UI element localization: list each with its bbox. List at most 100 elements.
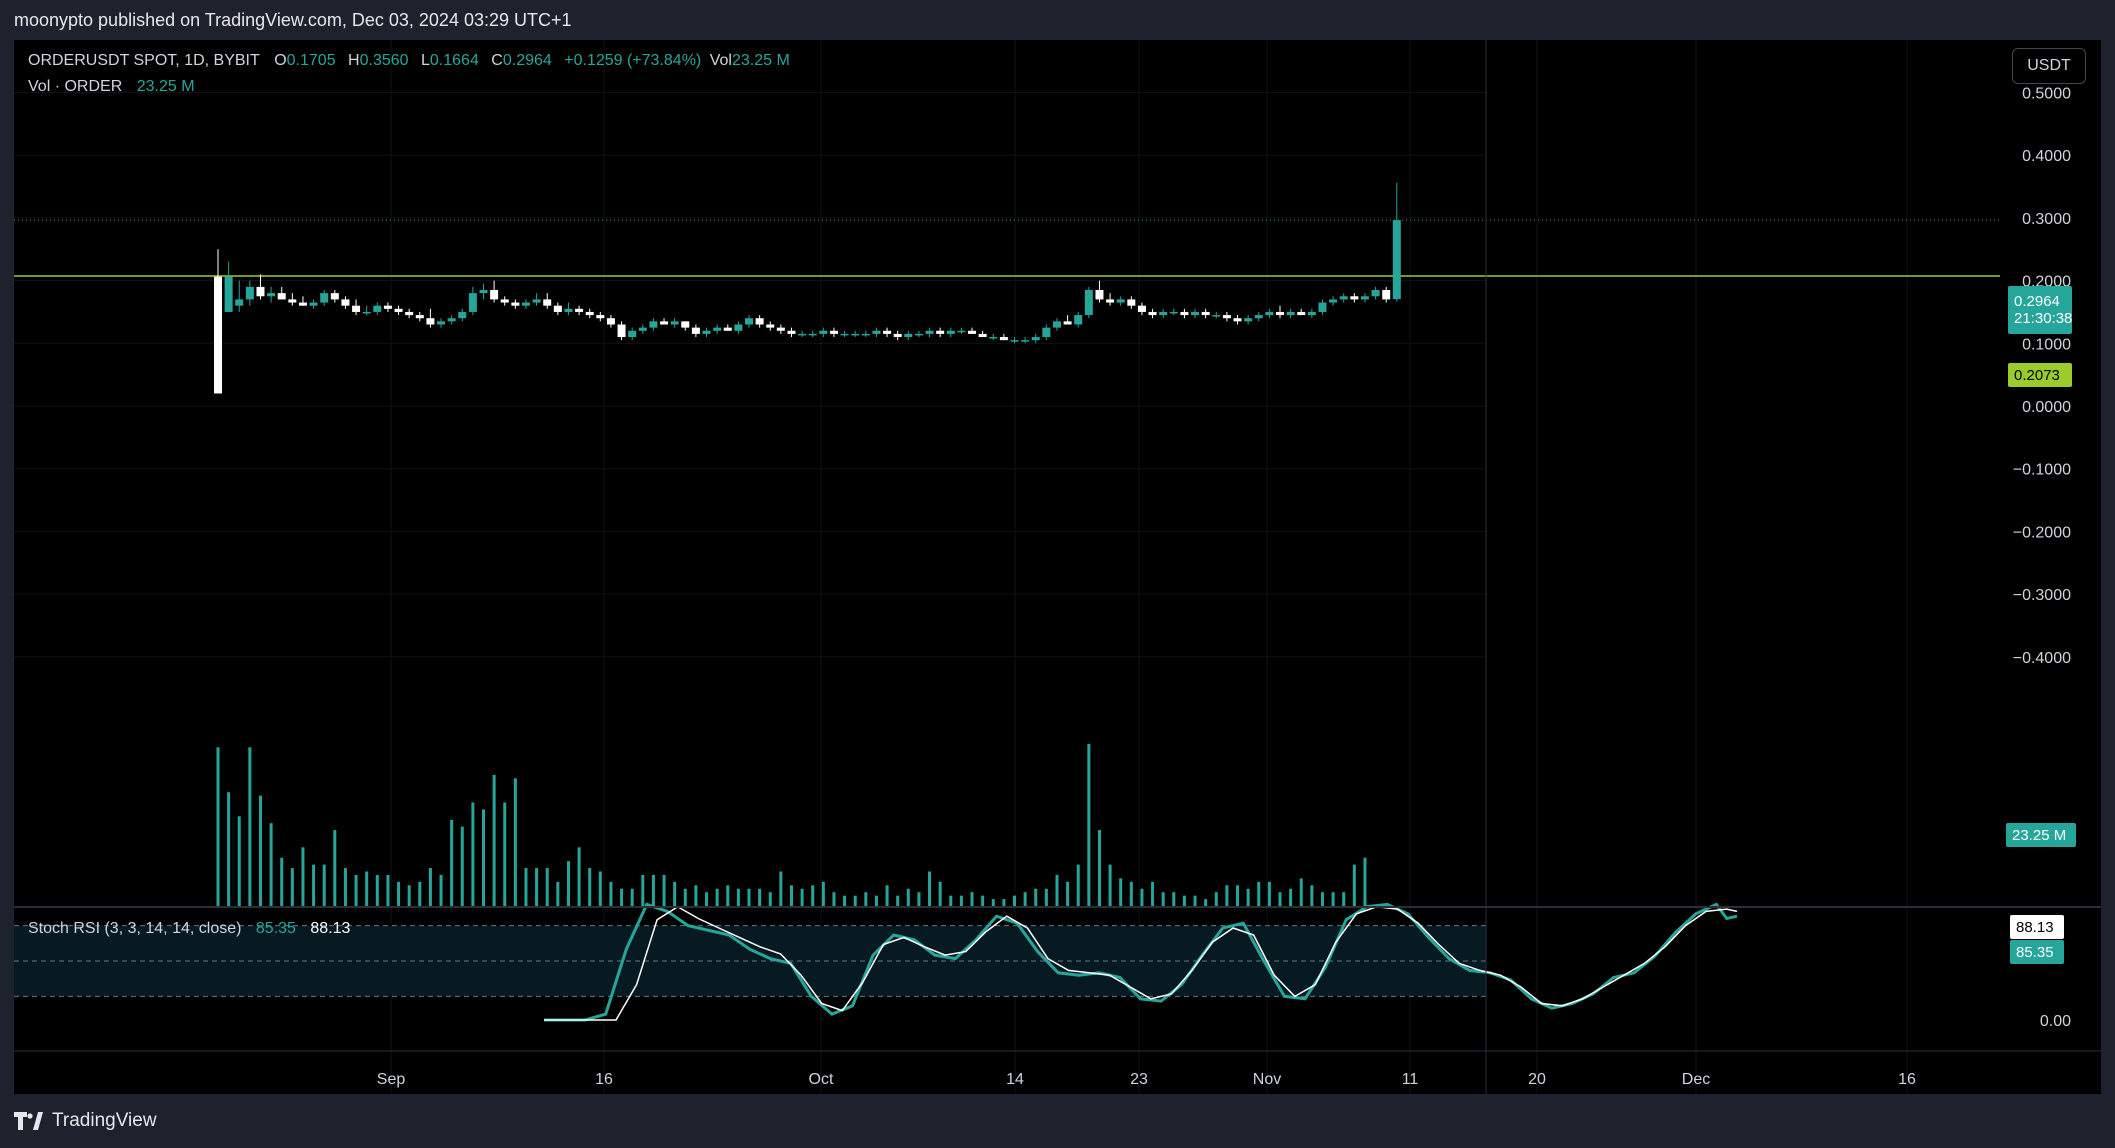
last-price-value: 0.2964 [2014, 293, 2060, 310]
volume-bar [620, 888, 624, 906]
candle-body [638, 327, 647, 331]
volume-bar [333, 830, 337, 906]
candle-body [713, 327, 722, 331]
candle-body [745, 318, 753, 325]
price-tick-label: 0.1000 [2022, 336, 2071, 353]
price-tick-label: 0.3000 [2022, 211, 2071, 228]
candle-body [606, 318, 615, 325]
candle-body [1191, 311, 1200, 316]
candle-body [1084, 290, 1093, 316]
candle-body [755, 318, 764, 325]
candle-body [1031, 337, 1040, 341]
candle-body [946, 330, 955, 334]
tradingview-brand: TradingView [52, 1110, 157, 1131]
stoch-d-line [544, 905, 1738, 1021]
candle-body [936, 330, 945, 334]
volume-bar [1236, 885, 1240, 906]
chart-svg[interactable]: Sep 16 Oct 14 23 Nov 11 20 Dec 16 0.5000 0.4000 0.30… [14, 40, 2101, 1094]
candle-body [702, 330, 711, 334]
change-value: +0.1259 (+73.84%) [564, 52, 702, 69]
candle-body [490, 290, 499, 300]
volume-bar [1129, 881, 1133, 906]
candle-body [1244, 318, 1253, 322]
time-tick-label: 20 [1528, 1071, 1546, 1088]
volume-bar [439, 874, 443, 906]
volume-bar [673, 881, 677, 906]
tradingview-logo[interactable]: TradingView [14, 1110, 157, 1132]
candle-body [267, 293, 276, 297]
chart-frame[interactable]: Sep 16 Oct 14 23 Nov 11 20 Dec 16 0.5000 0.4000 0.30… [14, 40, 2101, 1094]
candle-body [617, 324, 626, 338]
volume-bar [843, 895, 847, 906]
volume-bar [1320, 892, 1324, 906]
volume-bar [524, 868, 528, 906]
candle-body [1276, 311, 1284, 316]
candle-body [447, 318, 456, 322]
volume-bar [386, 874, 390, 906]
price-tick-label: 0.0000 [2022, 399, 2071, 416]
volume-bar [726, 885, 730, 906]
candle-body [256, 286, 265, 297]
volume-bar [1363, 857, 1367, 906]
volume-bar [258, 795, 262, 906]
volume-bar [1097, 830, 1101, 906]
low-value: 0.1664 [429, 52, 479, 69]
candle-body [1180, 311, 1189, 316]
candle-body [468, 293, 477, 312]
candle-body [1339, 296, 1348, 300]
candle-body [851, 333, 860, 336]
candle-body [914, 333, 923, 336]
currency-button[interactable]: USDT [2012, 48, 2086, 84]
candle-body [479, 290, 488, 294]
tradingview-logo-icon [14, 1112, 43, 1130]
candle-body [373, 305, 382, 312]
volume-bar [545, 868, 549, 906]
footer [0, 1094, 2115, 1148]
volume-bar [471, 802, 475, 906]
volume-bar [981, 895, 985, 906]
volume-badge-value: 23.25 M [2012, 826, 2067, 844]
candle-body [798, 333, 807, 336]
vol-series-label[interactable]: Vol · ORDER [28, 78, 123, 95]
candle-body [500, 299, 509, 303]
stoch-legend: Stoch RSI (3, 3, 14, 14, close) 85.35 88… [28, 920, 354, 938]
candle-body [925, 330, 934, 334]
candle-body [532, 299, 541, 303]
volume-bar [651, 874, 655, 906]
candle-body [660, 321, 669, 325]
symbol-label[interactable]: ORDERUSDT SPOT, 1D, BYBIT [28, 52, 260, 69]
candle-body [1021, 340, 1030, 342]
candle-body [320, 293, 329, 303]
publish-info: moonypto published on TradingView.com, D… [14, 10, 572, 30]
volume-bar [290, 868, 294, 906]
candle-body [511, 302, 520, 306]
time-tick-label: 23 [1130, 1071, 1148, 1088]
open-label: O [274, 52, 287, 69]
stoch-label[interactable]: Stoch RSI (3, 3, 14, 14, close) [28, 920, 242, 937]
low-label: L [421, 52, 430, 69]
volume-bar [811, 885, 815, 906]
volume-bar [609, 881, 613, 906]
candle-body [1169, 311, 1178, 314]
volume-bar [959, 895, 963, 906]
stoch-k-badge-value: 85.35 [2016, 943, 2054, 961]
volume-bar [375, 874, 379, 906]
candle-body [1297, 311, 1306, 316]
candle-body [787, 330, 796, 334]
high-value: 0.3560 [359, 52, 409, 69]
high-label: H [348, 52, 360, 69]
candle-body [1222, 315, 1231, 319]
candle-body [1371, 290, 1380, 297]
volume-bar [566, 861, 570, 906]
candle-body [1063, 321, 1072, 325]
volume-bar [1352, 864, 1356, 906]
volume-bar [1140, 888, 1144, 906]
volume-bar [705, 892, 709, 906]
candle-body [723, 327, 732, 331]
candle-body [1350, 296, 1359, 300]
candle-body [1095, 290, 1104, 300]
candle-body [224, 276, 233, 312]
candle-body [1265, 311, 1274, 316]
volume-bar [1066, 881, 1070, 906]
volume-bar [1299, 878, 1303, 906]
